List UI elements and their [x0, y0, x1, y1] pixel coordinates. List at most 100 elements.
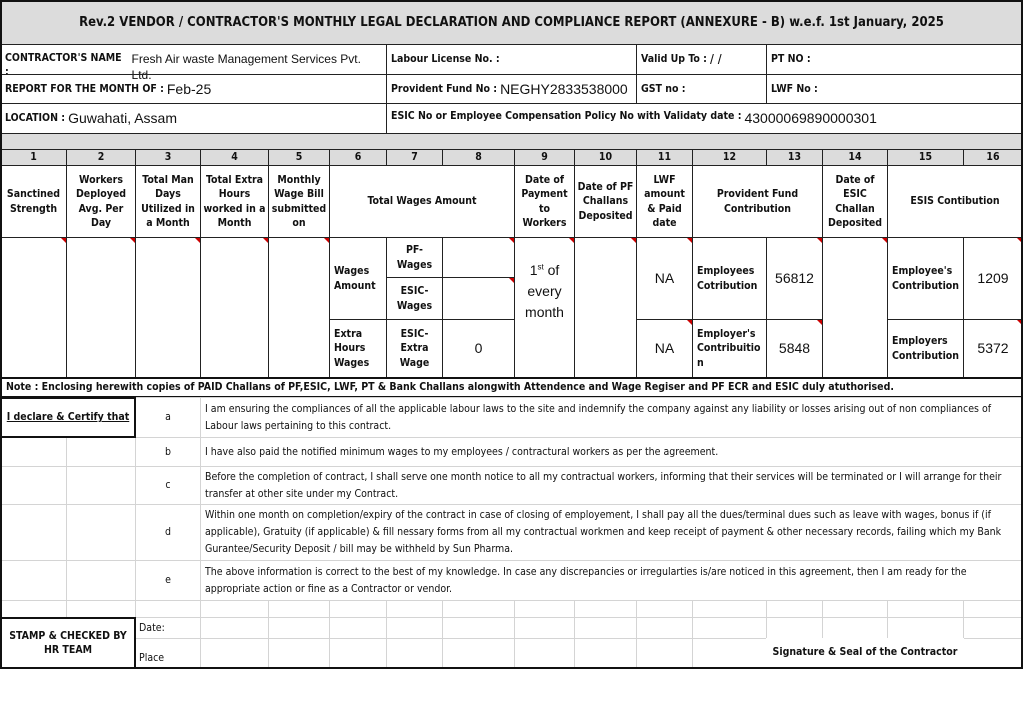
- esic-challan-date-input[interactable]: [822, 237, 888, 378]
- blank-cell[interactable]: [200, 600, 269, 618]
- blank-cell[interactable]: [268, 617, 330, 639]
- location-value[interactable]: Guwahati, Assam: [68, 110, 177, 127]
- pf-employer-label: Employer's Contribuitio n: [692, 319, 767, 378]
- blank-cell[interactable]: [0, 600, 67, 618]
- input-cell[interactable]: [66, 237, 136, 378]
- blank-cell[interactable]: [766, 600, 823, 618]
- pf-challan-date-input[interactable]: [574, 237, 637, 378]
- blank-cell[interactable]: [329, 600, 387, 618]
- valid-up-to-label: Valid Up To :: [641, 53, 707, 66]
- header-pf-challan: Date of PF Challans Deposited: [574, 165, 637, 238]
- valid-up-to: Valid Up To : / /: [636, 44, 767, 75]
- contractor-name-label: CONTRACTOR'S NAME :: [5, 52, 122, 79]
- blank-cell[interactable]: [135, 600, 201, 618]
- blank-cell[interactable]: [200, 638, 269, 669]
- column-number: 15: [887, 149, 964, 166]
- blank-cell[interactable]: [574, 617, 637, 639]
- location-label: LOCATION :: [5, 112, 66, 125]
- contractor-name-value[interactable]: Fresh Air waste Management Services Pvt.…: [131, 52, 361, 83]
- blank-cell[interactable]: [692, 617, 767, 639]
- blank-cell[interactable]: [329, 638, 387, 669]
- esic-extra-wage-label: ESIC-Extra Wage: [386, 319, 443, 378]
- blank-cell[interactable]: [636, 600, 693, 618]
- blank-cell[interactable]: [822, 617, 888, 639]
- blank-cell[interactable]: [574, 600, 637, 618]
- blank-cell[interactable]: [514, 600, 575, 618]
- blank-cell[interactable]: [442, 638, 515, 669]
- blank-cell[interactable]: [200, 617, 269, 639]
- input-cell[interactable]: [135, 237, 201, 378]
- input-cell[interactable]: [0, 237, 67, 378]
- blank-cell[interactable]: [692, 600, 767, 618]
- blank-cell[interactable]: [887, 617, 964, 639]
- esic-no-value[interactable]: 43000069890000301: [744, 110, 877, 126]
- blank-cell[interactable]: [329, 617, 387, 639]
- declaration-letter: a: [135, 397, 201, 438]
- column-number: 3: [135, 149, 201, 166]
- blank-cell[interactable]: [574, 638, 637, 669]
- payment-date-value: 1st of every month: [514, 237, 575, 378]
- blank-cell[interactable]: [514, 617, 575, 639]
- note: Note : Enclosing herewith copies of PAID…: [0, 377, 1023, 398]
- payment-date-text[interactable]: 1st of every month: [517, 260, 572, 323]
- report-month: REPORT FOR THE MONTH OF : Feb-25: [0, 74, 387, 104]
- column-number: 2: [66, 149, 136, 166]
- blank-cell[interactable]: [66, 466, 136, 505]
- contractor-name: CONTRACTOR'S NAME : Fresh Air waste Mana…: [0, 44, 387, 82]
- payment-day: 1: [529, 262, 538, 278]
- valid-up-to-value[interactable]: / /: [709, 51, 722, 68]
- column-number: 4: [200, 149, 269, 166]
- blank-cell[interactable]: [514, 638, 575, 669]
- blank-cell[interactable]: [442, 600, 515, 618]
- blank-cell[interactable]: [386, 600, 443, 618]
- column-number: 8: [442, 149, 515, 166]
- blank-cell[interactable]: [636, 638, 693, 669]
- header-wage-bill: Monthly Wage Bill submitted on: [268, 165, 330, 238]
- blank-cell[interactable]: [692, 638, 767, 669]
- input-cell[interactable]: [268, 237, 330, 378]
- blank-cell[interactable]: [0, 560, 67, 601]
- column-number: 13: [766, 149, 823, 166]
- declaration-letter: d: [135, 504, 201, 561]
- blank-cell[interactable]: [66, 504, 136, 561]
- blank-cell[interactable]: [0, 504, 67, 561]
- blank-cell[interactable]: [887, 600, 964, 618]
- blank-cell[interactable]: [766, 617, 823, 639]
- blank-cell[interactable]: [636, 617, 693, 639]
- report-month-label: REPORT FOR THE MONTH OF :: [5, 82, 164, 95]
- column-number: 14: [822, 149, 888, 166]
- esic-wages-input[interactable]: [442, 277, 515, 320]
- gst-no-label: GST no :: [641, 82, 686, 95]
- place-label: Place: [139, 652, 165, 665]
- input-cell[interactable]: [200, 237, 269, 378]
- esis-employee-label: Employee's Contribution: [887, 237, 964, 320]
- blank-cell[interactable]: [0, 466, 67, 505]
- blank-cell[interactable]: [268, 638, 330, 669]
- column-number: 9: [514, 149, 575, 166]
- labour-license-label: Labour License No. :: [391, 53, 500, 66]
- blank-cell[interactable]: [0, 437, 67, 467]
- column-number: 11: [636, 149, 693, 166]
- gray-band[interactable]: [0, 133, 1023, 150]
- blank-cell[interactable]: [386, 617, 443, 639]
- blank-cell[interactable]: [386, 638, 443, 669]
- blank-cell[interactable]: [822, 600, 888, 618]
- blank-cell[interactable]: [66, 560, 136, 601]
- extra-hours-wages-label: Extra Hours Wages: [329, 319, 387, 378]
- blank-cell[interactable]: [268, 600, 330, 618]
- pt-no-label: PT NO :: [771, 53, 811, 66]
- header-workers: Workers Deployed Avg. Per Day: [66, 165, 136, 238]
- blank-cell[interactable]: [963, 600, 1023, 618]
- header-esic-challan: Date of ESIC Challan Deposited: [822, 165, 888, 238]
- blank-cell[interactable]: [963, 617, 1023, 639]
- lwf-no-label: LWF No :: [771, 82, 818, 95]
- provident-fund-no-value[interactable]: NEGHY2833538000: [500, 80, 628, 97]
- pf-wages-input[interactable]: [442, 237, 515, 278]
- blank-cell[interactable]: [66, 437, 136, 467]
- blank-cell[interactable]: [66, 600, 136, 618]
- column-number: 12: [692, 149, 767, 166]
- report-month-value[interactable]: Feb-25: [166, 80, 212, 97]
- column-number: 5: [268, 149, 330, 166]
- blank-cell[interactable]: [442, 617, 515, 639]
- blank-cell[interactable]: [963, 638, 1023, 669]
